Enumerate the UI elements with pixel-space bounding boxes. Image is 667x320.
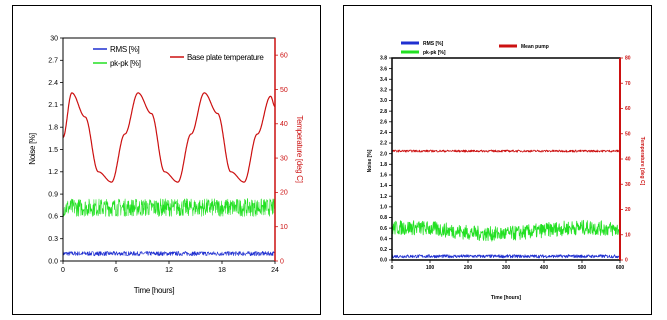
- y-axis-label: Noise [%]: [367, 149, 373, 172]
- y-tick-label-14: 2.8: [380, 109, 387, 115]
- chart-panel-right: 0.0 0.2 0.4 0.6 0.8 1.0 1.2 1.4 1.6 1.8 2.0 2.2 2.4 2…: [343, 5, 652, 315]
- legend-label-rms: RMS [%]: [110, 45, 140, 54]
- y-axis-label: Noise [%]: [28, 133, 37, 165]
- y-tick-label-0: 0.0: [380, 258, 387, 264]
- y-tick-label-2: 0.6: [48, 214, 58, 221]
- y-tick-label-10: 30: [50, 35, 58, 42]
- y-tick-label-19: 3.8: [380, 56, 387, 62]
- x-tick-label-4: 24: [271, 267, 279, 274]
- chart-left: 0.0 0.3 0.6 0.9 1.2 1.5 1.8 2.1 2.4 2.7 30 0 10 20 30 4…: [28, 35, 304, 295]
- y-tick-label-9: 2.7: [48, 58, 58, 65]
- series-line-1: [62, 198, 276, 217]
- x-tick-label-2: 12: [165, 267, 173, 274]
- y2-tick-label-1: 10: [280, 224, 288, 231]
- y2-tick-label-2: 20: [280, 190, 288, 197]
- chart-right: 0.0 0.2 0.4 0.6 0.8 1.0 1.2 1.4 1.6 1.8 2.0 2.2 2.4 2…: [367, 41, 645, 301]
- y2-tick-label-2: 20: [625, 207, 631, 213]
- y-tick-label-8: 1.6: [380, 173, 387, 179]
- series-line-2: [391, 149, 621, 153]
- y2-tick-label-7: 70: [625, 81, 631, 87]
- y2-tick-label-0: 0: [280, 258, 284, 265]
- y2-tick-label-6: 60: [625, 106, 631, 112]
- x-tick-label-0: 0: [61, 267, 65, 274]
- y-tick-label-7: 2.1: [48, 102, 58, 109]
- series-line-1: [391, 219, 621, 242]
- series-line-0: [391, 254, 621, 259]
- chart-panel-left: 0.0 0.3 0.6 0.9 1.2 1.5 1.8 2.1 2.4 2.7 30 0 10 20 30 4…: [12, 5, 321, 315]
- y-tick-label-9: 1.8: [380, 162, 387, 168]
- x-axis-label: Time [hours]: [134, 286, 175, 295]
- legend-label-mean-pump: Mean pump: [521, 44, 549, 50]
- x-tick-label-2: 200: [464, 265, 473, 271]
- y2-tick-label-3: 30: [280, 155, 288, 162]
- y-tick-label-13: 2.6: [380, 119, 387, 125]
- y2-tick-label-1: 10: [625, 232, 631, 238]
- y-tick-label-12: 2.4: [380, 130, 387, 136]
- y2-tick-label-3: 30: [625, 182, 631, 188]
- y-tick-label-3: 0.6: [380, 226, 387, 232]
- legend-label-pkpk: pk-pk [%]: [423, 50, 446, 56]
- y-tick-label-1: 0.3: [48, 236, 58, 243]
- y-tick-label-5: 1.5: [48, 147, 58, 154]
- x-tick-label-0: 0: [391, 265, 394, 271]
- y-tick-label-8: 2.4: [48, 80, 58, 87]
- y-tick-label-6: 1.2: [380, 194, 387, 200]
- legend-label-rms: RMS [%]: [423, 41, 444, 47]
- y-tick-label-11: 2.2: [380, 141, 387, 147]
- x-tick-label-3: 18: [218, 267, 226, 274]
- y-tick-label-2: 0.4: [380, 236, 387, 242]
- y-tick-label-17: 3.4: [380, 77, 387, 83]
- series-line-2: [62, 92, 276, 183]
- y2-tick-label-8: 80: [625, 56, 631, 62]
- y-tick-label-0: 0.0: [48, 258, 58, 265]
- y2-tick-label-4: 40: [280, 121, 288, 128]
- y-tick-label-7: 1.4: [380, 183, 387, 189]
- y-tick-label-10: 2.0: [380, 151, 387, 157]
- x-tick-label-6: 600: [616, 265, 625, 271]
- legend-label-temperature: Base plate temperature: [187, 53, 264, 62]
- y-tick-label-6: 1.8: [48, 125, 58, 132]
- y-tick-label-5: 1.0: [380, 205, 387, 211]
- plot-frame: [62, 37, 276, 262]
- legend-label-pkpk: pk-pk [%]: [110, 59, 141, 68]
- y-tick-label-4: 0.8: [380, 215, 387, 221]
- y2-tick-label-5: 50: [280, 87, 288, 94]
- y-tick-label-4: 1.2: [48, 169, 58, 176]
- x-tick-label-1: 6: [114, 267, 118, 274]
- x-axis-label: Time [hours]: [491, 295, 522, 301]
- y2-tick-label-5: 50: [625, 131, 631, 137]
- x-tick-label-5: 500: [578, 265, 587, 271]
- x-tick-label-3: 300: [502, 265, 511, 271]
- x-tick-label-1: 100: [426, 265, 435, 271]
- y2-tick-label-6: 60: [280, 52, 288, 59]
- y-tick-label-15: 3.0: [380, 98, 387, 104]
- y2-tick-label-4: 40: [625, 157, 631, 163]
- y2-axis-label: Temperature [deg C]: [639, 137, 645, 186]
- series-line-0: [62, 251, 276, 257]
- y-tick-label-3: 0.9: [48, 191, 58, 198]
- y-tick-label-16: 3.2: [380, 88, 387, 94]
- y-tick-label-1: 0.2: [380, 247, 387, 253]
- y2-tick-label-0: 0: [625, 258, 628, 264]
- y2-axis-label: Temperature [deg C]: [295, 115, 304, 182]
- x-tick-label-4: 400: [540, 265, 549, 271]
- y-tick-label-18: 3.6: [380, 66, 387, 72]
